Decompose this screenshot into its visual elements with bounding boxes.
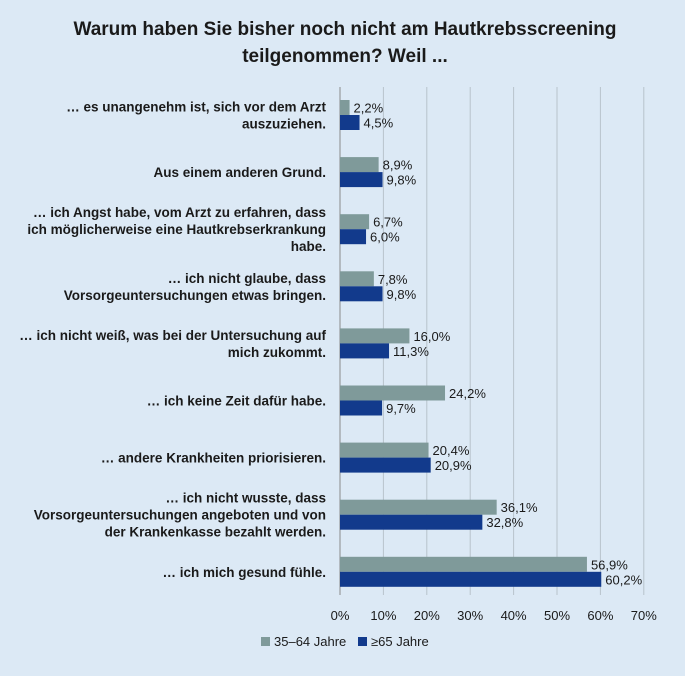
chart-title: Warum haben Sie bisher noch nicht am Hau… <box>40 16 650 70</box>
data-label: 9,8% <box>387 287 417 302</box>
x-tick-label: 0% <box>331 608 350 623</box>
x-tick-label: 30% <box>457 608 483 623</box>
bar <box>340 172 383 188</box>
category-label: … ich nicht glaube, dass <box>168 271 326 286</box>
data-label: 4,5% <box>364 116 394 131</box>
legend-label: ≥65 Jahre <box>371 634 429 649</box>
legend-swatch <box>358 637 367 646</box>
bar <box>340 514 483 530</box>
category-label: mich zukommt. <box>228 345 326 360</box>
bar <box>340 214 370 230</box>
data-label: 32,8% <box>486 515 523 530</box>
data-label: 60,2% <box>605 572 642 587</box>
category-label: … es unangenehm ist, sich vor dem Arzt <box>66 100 326 115</box>
category-label: habe. <box>291 239 326 254</box>
data-label: 8,9% <box>383 158 413 173</box>
category-label: ich möglicherweise eine Hautkrebserkrank… <box>27 222 326 237</box>
x-tick-label: 70% <box>631 608 657 623</box>
category-label: … ich keine Zeit dafür habe. <box>147 394 326 409</box>
bar <box>340 343 390 359</box>
x-tick-label: 10% <box>370 608 396 623</box>
bar <box>340 400 383 416</box>
data-label: 36,1% <box>501 500 538 515</box>
data-label: 11,3% <box>393 344 429 359</box>
category-label: auszuziehen. <box>242 117 326 132</box>
category-label: … ich nicht weiß, was bei der Untersuchu… <box>19 328 326 343</box>
category-label: … ich nicht wusste, dass <box>165 491 326 506</box>
x-tick-label: 40% <box>501 608 527 623</box>
data-label: 20,4% <box>433 443 470 458</box>
bar <box>340 571 602 587</box>
legend-swatch <box>261 637 270 646</box>
data-label: 9,8% <box>387 173 417 188</box>
bar <box>340 157 379 173</box>
data-label: 24,2% <box>449 386 486 401</box>
category-label: … ich mich gesund fühle. <box>162 565 326 580</box>
category-label: der Krankenkasse bezahlt werden. <box>105 525 326 540</box>
bar <box>340 442 429 458</box>
bar <box>340 328 410 344</box>
bar <box>340 457 431 473</box>
legend-label: 35–64 Jahre <box>274 634 346 649</box>
data-label: 7,8% <box>378 272 408 287</box>
data-label: 6,0% <box>370 230 400 245</box>
category-label: Vorsorgeuntersuchungen etwas bringen. <box>64 288 326 303</box>
bar <box>340 385 446 401</box>
category-label: Aus einem anderen Grund. <box>153 165 326 180</box>
category-label: … andere Krankheiten priorisieren. <box>101 451 326 466</box>
data-label: 2,2% <box>354 101 384 116</box>
bar <box>340 556 587 572</box>
data-label: 20,9% <box>435 458 472 473</box>
data-label: 56,9% <box>591 557 628 572</box>
bar <box>340 271 374 287</box>
chart-title-line-1: Warum haben Sie bisher noch nicht am Hau… <box>73 19 617 40</box>
x-tick-label: 20% <box>414 608 440 623</box>
data-label: 9,7% <box>386 401 416 416</box>
bar <box>340 100 350 115</box>
x-tick-label: 50% <box>544 608 570 623</box>
data-label: 6,7% <box>373 215 403 230</box>
bar <box>340 229 367 245</box>
category-label: Vorsorgeuntersuchungen angeboten und von <box>34 508 326 523</box>
bar <box>340 115 360 130</box>
category-label: … ich Angst habe, vom Arzt zu erfahren, … <box>33 205 326 220</box>
data-label: 16,0% <box>413 329 450 344</box>
chart-title-line-2: teilgenommen? Weil ... <box>242 46 448 67</box>
x-tick-label: 60% <box>587 608 613 623</box>
bar <box>340 499 497 515</box>
bar <box>340 286 383 302</box>
